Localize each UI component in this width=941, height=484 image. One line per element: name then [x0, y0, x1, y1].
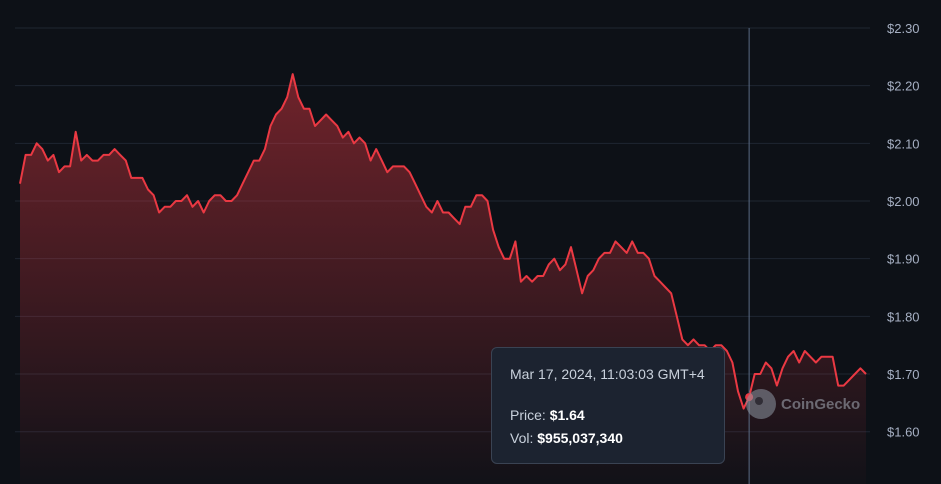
y-tick-label: $2.20: [887, 79, 920, 94]
tooltip-volume-row: Vol: $955,037,340: [510, 427, 706, 450]
watermark-text: CoinGecko: [781, 395, 861, 413]
tooltip-price-row: Price: $1.64: [510, 404, 706, 427]
y-tick-label: $1.80: [887, 309, 920, 324]
y-tick-label: $1.70: [887, 367, 920, 382]
y-tick-label: $1.60: [887, 425, 920, 440]
tooltip-price-label: Price:: [510, 407, 546, 423]
coingecko-watermark: CoinGecko: [746, 389, 860, 419]
price-area: [20, 74, 866, 484]
y-axis-labels: $2.30 $2.20 $2.10 $2.00 $1.90 $1.80 $1.70 $1.60: [887, 21, 920, 440]
tooltip-price-value: $1.64: [549, 407, 585, 423]
y-tick-label: $2.00: [887, 194, 920, 209]
y-tick-label: $2.10: [887, 136, 920, 151]
price-tooltip: Mar 17, 2024, 11:03:03 GMT+4 Price: $1.6…: [491, 347, 725, 464]
tooltip-volume-label: Vol:: [510, 430, 534, 446]
tooltip-volume-value: $955,037,340: [537, 430, 623, 446]
tooltip-timestamp: Mar 17, 2024, 11:03:03 GMT+4: [510, 366, 705, 382]
price-line: [19, 73, 867, 410]
y-tick-label: $1.90: [887, 252, 920, 267]
y-tick-label: $2.30: [887, 21, 920, 36]
coingecko-logo-icon: [746, 389, 776, 419]
